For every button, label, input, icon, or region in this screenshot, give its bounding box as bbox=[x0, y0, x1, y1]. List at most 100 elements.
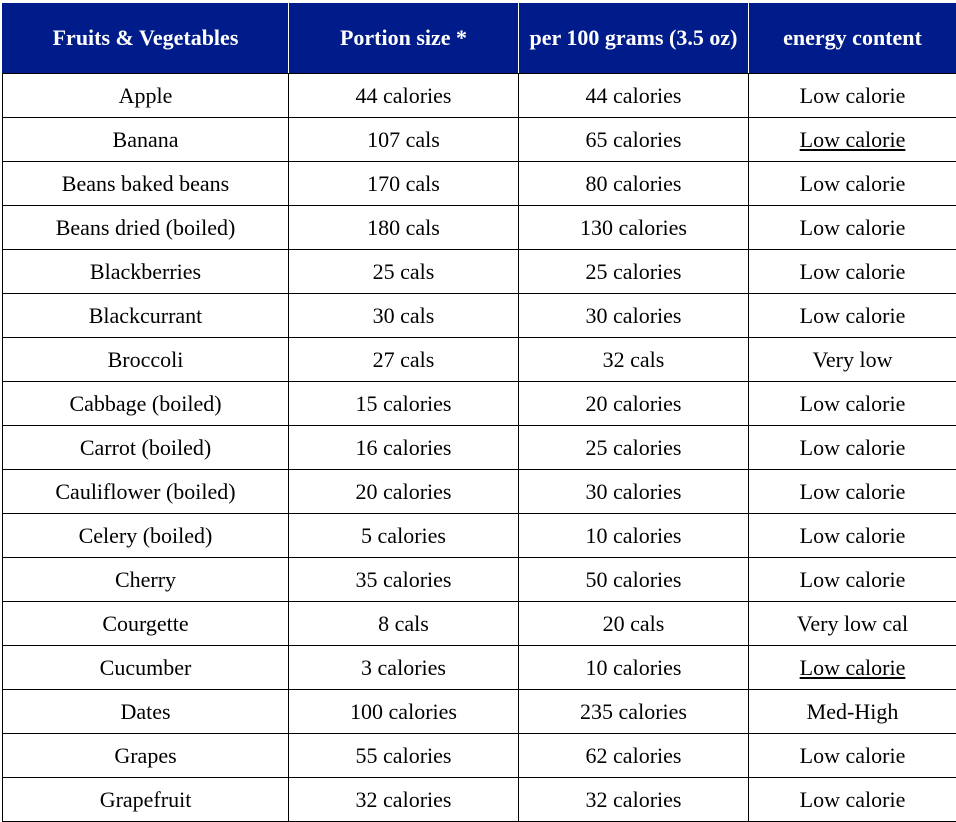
cell-per-100-grams-text: 235 calories bbox=[580, 699, 687, 724]
cell-portion-size-text: 3 calories bbox=[361, 655, 446, 680]
table-body: Apple 44 calories 44 calories Low calorie Ba… bbox=[3, 74, 956, 822]
cell-food-name-text: Apple bbox=[119, 83, 173, 108]
cell-food-name-text: Broccoli bbox=[108, 347, 184, 372]
cell-energy-content: Low calorie bbox=[749, 470, 956, 514]
cell-portion-size: 35 calories bbox=[289, 558, 519, 602]
cell-food-name-text: Cherry bbox=[115, 567, 176, 592]
header-energy-content: energy content bbox=[749, 3, 956, 74]
cell-per-100-grams-text: 20 calories bbox=[586, 391, 682, 416]
cell-food-name-text: Cucumber bbox=[100, 655, 192, 680]
cell-energy-content: Low calorie bbox=[749, 558, 956, 602]
cell-energy-content: Low calorie bbox=[749, 382, 956, 426]
cell-food-name-text: Blackcurrant bbox=[89, 303, 203, 328]
cell-per-100-grams-text: 44 calories bbox=[586, 83, 682, 108]
cell-per-100-grams-text: 20 cals bbox=[603, 611, 665, 636]
header-fruits-vegetables: Fruits & Vegetables bbox=[3, 3, 289, 74]
cell-food-name: Blackcurrant bbox=[3, 294, 289, 338]
cell-portion-size: 170 cals bbox=[289, 162, 519, 206]
cell-portion-size-text: 35 calories bbox=[356, 567, 452, 592]
cell-energy-content: Low calorie bbox=[749, 74, 956, 118]
cell-food-name: Cauliflower (boiled) bbox=[3, 470, 289, 514]
cell-food-name: Carrot (boiled) bbox=[3, 426, 289, 470]
cell-energy-content-text: Low calorie bbox=[800, 391, 906, 416]
cell-portion-size: 100 calories bbox=[289, 690, 519, 734]
cell-per-100-grams-text: 62 calories bbox=[586, 743, 682, 768]
cell-energy-content: Very low bbox=[749, 338, 956, 382]
header-per-100-grams: per 100 grams (3.5 oz) bbox=[519, 3, 749, 74]
cell-food-name: Courgette bbox=[3, 602, 289, 646]
cell-energy-content-text: Low calorie bbox=[800, 127, 906, 152]
cell-per-100-grams: 62 calories bbox=[519, 734, 749, 778]
cell-per-100-grams: 235 calories bbox=[519, 690, 749, 734]
cell-food-name: Apple bbox=[3, 74, 289, 118]
cell-per-100-grams-text: 30 calories bbox=[586, 303, 682, 328]
cell-food-name: Celery (boiled) bbox=[3, 514, 289, 558]
cell-energy-content-text: Low calorie bbox=[800, 83, 906, 108]
cell-food-name: Beans baked beans bbox=[3, 162, 289, 206]
cell-per-100-grams-text: 32 cals bbox=[603, 347, 665, 372]
cell-portion-size: 32 calories bbox=[289, 778, 519, 822]
cell-energy-content-text: Low calorie bbox=[800, 171, 906, 196]
cell-per-100-grams: 25 calories bbox=[519, 250, 749, 294]
cell-energy-content-text: Low calorie bbox=[800, 303, 906, 328]
cell-portion-size-text: 180 cals bbox=[367, 215, 440, 240]
table-header: Fruits & Vegetables Portion size * per 1… bbox=[3, 3, 956, 74]
cell-food-name-text: Celery (boiled) bbox=[79, 523, 213, 548]
cell-portion-size: 107 cals bbox=[289, 118, 519, 162]
cell-per-100-grams-text: 10 calories bbox=[586, 523, 682, 548]
cell-energy-content: Low calorie bbox=[749, 162, 956, 206]
header-portion-size: Portion size * bbox=[289, 3, 519, 74]
cell-energy-content: Very low cal bbox=[749, 602, 956, 646]
cell-portion-size: 55 calories bbox=[289, 734, 519, 778]
cell-portion-size: 8 cals bbox=[289, 602, 519, 646]
cell-food-name-text: Blackberries bbox=[90, 259, 201, 284]
table-row: Courgette 8 cals 20 cals Very low cal bbox=[3, 602, 956, 646]
cell-per-100-grams-text: 25 calories bbox=[586, 259, 682, 284]
cell-energy-content-text: Low calorie bbox=[800, 567, 906, 592]
cell-food-name: Cherry bbox=[3, 558, 289, 602]
cell-per-100-grams: 80 calories bbox=[519, 162, 749, 206]
cell-per-100-grams-text: 10 calories bbox=[586, 655, 682, 680]
cell-per-100-grams: 10 calories bbox=[519, 514, 749, 558]
cell-energy-content: Low calorie bbox=[749, 426, 956, 470]
cell-energy-content-text: Low calorie bbox=[800, 215, 906, 240]
cell-food-name: Cabbage (boiled) bbox=[3, 382, 289, 426]
cell-energy-content: Med-High bbox=[749, 690, 956, 734]
table-row: Apple 44 calories 44 calories Low calorie bbox=[3, 74, 956, 118]
cell-energy-content: Low calorie bbox=[749, 646, 956, 690]
cell-energy-content: Low calorie bbox=[749, 206, 956, 250]
cell-energy-content: Low calorie bbox=[749, 250, 956, 294]
cell-per-100-grams: 130 calories bbox=[519, 206, 749, 250]
cell-per-100-grams: 44 calories bbox=[519, 74, 749, 118]
cell-portion-size-text: 107 cals bbox=[367, 127, 440, 152]
cell-food-name: Banana bbox=[3, 118, 289, 162]
cell-food-name-text: Courgette bbox=[102, 611, 188, 636]
cell-per-100-grams: 30 calories bbox=[519, 470, 749, 514]
cell-food-name: Grapes bbox=[3, 734, 289, 778]
cell-portion-size-text: 32 calories bbox=[356, 787, 452, 812]
cell-energy-content-text: Low calorie bbox=[800, 655, 906, 680]
cell-per-100-grams: 30 calories bbox=[519, 294, 749, 338]
cell-portion-size-text: 44 calories bbox=[356, 83, 452, 108]
cell-portion-size-text: 100 calories bbox=[350, 699, 457, 724]
cell-per-100-grams-text: 130 calories bbox=[580, 215, 687, 240]
table-row: Cucumber 3 calories 10 calories Low calorie bbox=[3, 646, 956, 690]
cell-energy-content-text: Low calorie bbox=[800, 259, 906, 284]
cell-energy-content-text: Low calorie bbox=[800, 479, 906, 504]
cell-food-name-text: Carrot (boiled) bbox=[80, 435, 211, 460]
cell-food-name-text: Cabbage (boiled) bbox=[69, 391, 221, 416]
cell-per-100-grams-text: 80 calories bbox=[586, 171, 682, 196]
cell-food-name: Broccoli bbox=[3, 338, 289, 382]
